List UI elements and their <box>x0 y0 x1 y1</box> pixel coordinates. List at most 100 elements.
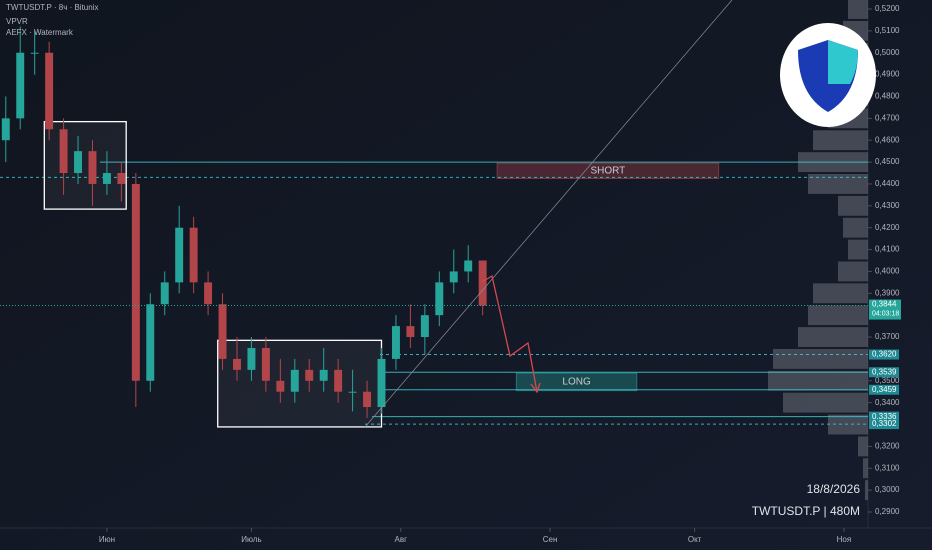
y-tick-label: 0,3500 <box>875 376 900 385</box>
candle-body <box>305 369 314 381</box>
candle-body <box>160 282 169 305</box>
x-tick-label: Июн <box>99 535 115 544</box>
candle-body <box>435 282 444 316</box>
x-tick-label: Июль <box>241 535 261 544</box>
indicator: VPVR <box>6 17 28 26</box>
arrow-head <box>530 382 541 394</box>
y-tick-label: 0,4200 <box>875 223 900 232</box>
y-tick-label: 0,3200 <box>875 442 900 451</box>
symbol-stamp: TWTUSDT.P | 480M <box>752 504 860 518</box>
candle-body <box>449 271 458 283</box>
candle-body <box>74 151 83 174</box>
candle-body <box>464 260 473 272</box>
level-label-bg <box>869 419 899 430</box>
y-tick-label: 0,4400 <box>875 179 900 188</box>
y-tick-label: 0,5000 <box>875 48 900 57</box>
candle-body <box>319 369 328 381</box>
current-price-bg <box>869 299 901 320</box>
logo <box>780 23 876 127</box>
candle-body <box>189 227 198 283</box>
candle-body <box>348 391 357 393</box>
y-tick-label: 0,2900 <box>875 507 900 516</box>
plot: 0,5200 0,5100 0,5000 0,4900 0,4800 0,4700 0,46… <box>0 0 900 544</box>
candle-body <box>175 227 184 283</box>
y-tick-label: 0,4600 <box>875 135 900 144</box>
volume-profile-bar <box>813 283 868 304</box>
candle-body <box>59 129 68 174</box>
volume-profile-bar <box>838 195 868 216</box>
current-price-label: 0,3844 <box>872 300 897 309</box>
candle-body <box>261 347 270 381</box>
y-tick-label: 0,4500 <box>875 157 900 166</box>
level-label-bg <box>869 384 899 395</box>
y-tick-label: 0,3100 <box>875 463 900 472</box>
level-label: 0,3336 <box>872 412 897 421</box>
level-label-bg <box>869 367 899 378</box>
level-label-bg <box>869 349 899 360</box>
volume-profile-bar <box>768 370 868 391</box>
y-tick-label: 0,5200 <box>875 4 900 13</box>
current-price-timer: 04:03:18 <box>872 310 899 317</box>
volume-profile-bar <box>858 436 868 457</box>
candle-body <box>478 260 487 306</box>
candle-body <box>377 358 386 408</box>
volume-profile-bar <box>838 261 868 282</box>
level-label: 0,3302 <box>872 419 897 428</box>
x-tick-label: Ноя <box>837 535 852 544</box>
candle-body <box>406 326 415 338</box>
x-tick-label: Авг <box>395 535 408 544</box>
candle-body <box>391 326 400 359</box>
y-tick-label: 0,3700 <box>875 332 900 341</box>
candle-body <box>420 315 429 338</box>
level-label: 0,3620 <box>872 350 897 359</box>
y-tick-label: 0,3000 <box>875 485 900 494</box>
zone-label: LONG <box>562 377 591 388</box>
candle-body <box>218 304 227 359</box>
volume-profile-bar <box>843 217 868 238</box>
projection-arrow <box>481 274 538 393</box>
volume-profile-bar <box>808 305 868 326</box>
volume-profile-bar <box>783 392 868 413</box>
y-tick-label: 0,4100 <box>875 245 900 254</box>
candle-body <box>290 369 299 392</box>
range-box <box>217 339 383 428</box>
level-label: 0,3539 <box>872 367 897 376</box>
level-label: 0,3459 <box>872 385 897 394</box>
y-tick-label: 0,3400 <box>875 398 900 407</box>
range-box <box>43 120 127 210</box>
volume-profile-bar <box>798 327 868 347</box>
candle-body <box>45 52 54 130</box>
candle-body <box>276 380 285 392</box>
y-tick-label: 0,4900 <box>875 70 900 79</box>
volume-profile-bar <box>813 130 868 151</box>
y-tick-label: 0,4700 <box>875 113 900 122</box>
trend-line <box>364 0 733 428</box>
candle-body <box>102 173 111 184</box>
volume-profile-bar <box>848 239 868 260</box>
logo-shield-half <box>828 40 858 84</box>
candle-body <box>30 52 39 54</box>
x-tick-label: Сен <box>543 535 558 544</box>
zone <box>496 162 720 179</box>
chart-title: TWTUSDT.P · 8ч · Bitunix <box>6 3 98 12</box>
y-tick-label: 0,4300 <box>875 201 900 210</box>
volume-profile-bar <box>848 0 868 19</box>
candle-body <box>334 369 343 392</box>
candle-body <box>146 304 155 381</box>
level-label-bg <box>869 411 899 422</box>
y-tick-label: 0,3900 <box>875 288 900 297</box>
candle-body <box>204 282 213 305</box>
volume-profile-bar <box>863 458 868 479</box>
x-tick-label: Окт <box>688 535 702 544</box>
candle-body <box>131 183 140 381</box>
y-tick-label: 0,5100 <box>875 26 900 35</box>
candle-body <box>88 151 97 184</box>
volume-profile-bar <box>808 174 868 194</box>
zone-label: SHORT <box>590 165 625 176</box>
candle-body <box>1 118 10 141</box>
y-tick-label: 0,4000 <box>875 267 900 276</box>
indicator: AEFX · Watermark <box>6 28 74 37</box>
